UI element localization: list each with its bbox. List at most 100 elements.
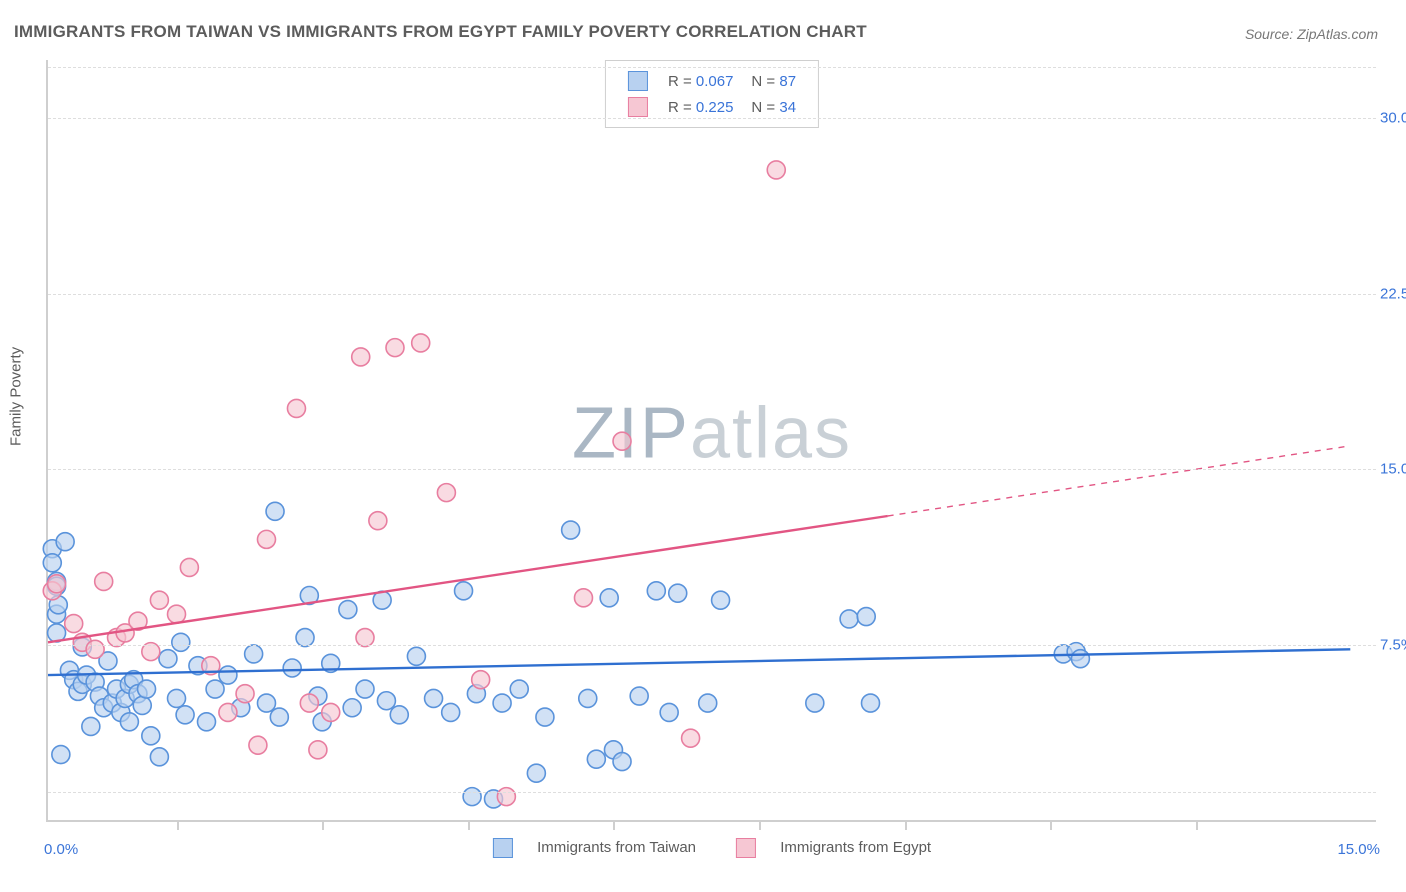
legend-r: R = 0.225 bbox=[660, 95, 741, 119]
legend-n: N = 87 bbox=[743, 69, 804, 93]
data-point bbox=[613, 432, 631, 450]
data-point bbox=[245, 645, 263, 663]
data-point bbox=[437, 484, 455, 502]
legend-label: Immigrants from Egypt bbox=[780, 839, 931, 856]
y-tick-label: 15.0% bbox=[1380, 461, 1406, 478]
y-axis-label: Family Poverty bbox=[8, 347, 25, 446]
data-point bbox=[442, 703, 460, 721]
data-point bbox=[463, 788, 481, 806]
series-legend: Immigrants from Taiwan Immigrants from E… bbox=[473, 838, 951, 858]
trend-line-extrapolated bbox=[888, 446, 1351, 516]
data-point bbox=[587, 750, 605, 768]
data-point bbox=[712, 591, 730, 609]
data-point bbox=[579, 689, 597, 707]
data-point bbox=[270, 708, 288, 726]
data-point bbox=[120, 713, 138, 731]
data-point bbox=[257, 694, 275, 712]
legend-label: Immigrants from Taiwan bbox=[537, 839, 696, 856]
gridline bbox=[48, 67, 1376, 68]
data-point bbox=[266, 502, 284, 520]
gridline bbox=[48, 469, 1376, 470]
data-point bbox=[536, 708, 554, 726]
data-point bbox=[699, 694, 717, 712]
data-point bbox=[150, 591, 168, 609]
data-point bbox=[472, 671, 490, 689]
data-point bbox=[48, 575, 66, 593]
data-point bbox=[767, 161, 785, 179]
gridline bbox=[48, 294, 1376, 295]
data-point bbox=[142, 727, 160, 745]
data-point bbox=[283, 659, 301, 677]
x-tick bbox=[613, 820, 615, 830]
data-point bbox=[56, 533, 74, 551]
gridline bbox=[48, 645, 1376, 646]
data-point bbox=[497, 788, 515, 806]
x-tick bbox=[905, 820, 907, 830]
x-tick bbox=[468, 820, 470, 830]
data-point bbox=[52, 746, 70, 764]
legend-swatch bbox=[628, 71, 648, 91]
data-point bbox=[206, 680, 224, 698]
data-point bbox=[249, 736, 267, 754]
data-point bbox=[857, 608, 875, 626]
trend-line bbox=[48, 649, 1350, 675]
legend-item: Immigrants from Egypt bbox=[726, 839, 941, 856]
data-point bbox=[150, 748, 168, 766]
data-point bbox=[412, 334, 430, 352]
legend-n: N = 34 bbox=[743, 95, 804, 119]
x-tick bbox=[177, 820, 179, 830]
chart-svg bbox=[48, 60, 1376, 820]
gridline bbox=[48, 118, 1376, 119]
data-point bbox=[172, 633, 190, 651]
data-point bbox=[300, 694, 318, 712]
data-point bbox=[455, 582, 473, 600]
legend-r: R = 0.067 bbox=[660, 69, 741, 93]
data-point bbox=[219, 703, 237, 721]
data-point bbox=[377, 692, 395, 710]
data-point bbox=[176, 706, 194, 724]
chart-container: IMMIGRANTS FROM TAIWAN VS IMMIGRANTS FRO… bbox=[0, 0, 1406, 892]
legend-item: Immigrants from Taiwan bbox=[483, 839, 706, 856]
data-point bbox=[407, 647, 425, 665]
data-point bbox=[862, 694, 880, 712]
data-point bbox=[65, 615, 83, 633]
data-point bbox=[339, 601, 357, 619]
data-point bbox=[236, 685, 254, 703]
gridline bbox=[48, 792, 1376, 793]
data-point bbox=[309, 741, 327, 759]
data-point bbox=[425, 689, 443, 707]
source-credit: Source: ZipAtlas.com bbox=[1245, 26, 1378, 42]
data-point bbox=[510, 680, 528, 698]
data-point bbox=[574, 589, 592, 607]
x-tick bbox=[322, 820, 324, 830]
data-point bbox=[198, 713, 216, 731]
data-point bbox=[493, 694, 511, 712]
legend-swatch bbox=[493, 838, 513, 858]
data-point bbox=[352, 348, 370, 366]
x-tick bbox=[1196, 820, 1198, 830]
y-tick-label: 22.5% bbox=[1380, 285, 1406, 302]
data-point bbox=[43, 554, 61, 572]
data-point bbox=[356, 680, 374, 698]
data-point bbox=[682, 729, 700, 747]
data-point bbox=[840, 610, 858, 628]
legend-row: R = 0.067N = 87 bbox=[620, 69, 804, 93]
data-point bbox=[95, 572, 113, 590]
data-point bbox=[660, 703, 678, 721]
data-point bbox=[322, 703, 340, 721]
data-point bbox=[630, 687, 648, 705]
data-point bbox=[647, 582, 665, 600]
data-point bbox=[168, 689, 186, 707]
data-point bbox=[1071, 650, 1089, 668]
data-point bbox=[257, 530, 275, 548]
data-point bbox=[133, 696, 151, 714]
data-point bbox=[386, 339, 404, 357]
chart-title: IMMIGRANTS FROM TAIWAN VS IMMIGRANTS FRO… bbox=[14, 22, 867, 42]
data-point bbox=[613, 753, 631, 771]
data-point bbox=[343, 699, 361, 717]
trend-line bbox=[48, 516, 888, 642]
x-max-label: 15.0% bbox=[1337, 841, 1380, 858]
plot-area: ZIPatlas R = 0.067N = 87R = 0.225N = 34 … bbox=[46, 60, 1376, 822]
legend-swatch bbox=[628, 97, 648, 117]
y-tick-label: 30.0% bbox=[1380, 110, 1406, 127]
